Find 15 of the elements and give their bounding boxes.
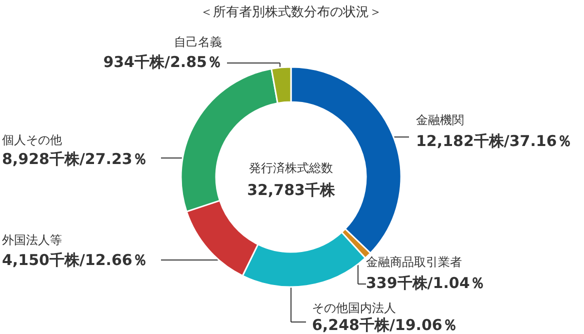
slice-label: 金融機関 [416,113,464,127]
text: 32,783千株 [247,181,336,199]
data-label: 934千株/2.85％ [103,53,222,71]
slice-label: 外国法人等 [2,233,62,247]
data-label: 339千株/1.04％ [366,274,485,292]
data-label: 6,248千株/19.06％ [312,316,458,334]
slice-label: 金融商品取引業者 [366,255,462,269]
text: 発行済株式総数 [249,161,333,175]
slice-label: その他国内法人 [312,301,396,315]
data-label: 4,150千株/12.66％ [2,251,148,269]
chart-title: ＜所有者別株式数分布の状況＞ [200,5,382,20]
slice-label: 自己名義 [174,35,222,49]
data-label: 8,928千株/27.23％ [2,150,148,168]
data-label: 12,182千株/37.16％ [416,132,572,150]
slice-label: 個人その他 [2,133,62,147]
